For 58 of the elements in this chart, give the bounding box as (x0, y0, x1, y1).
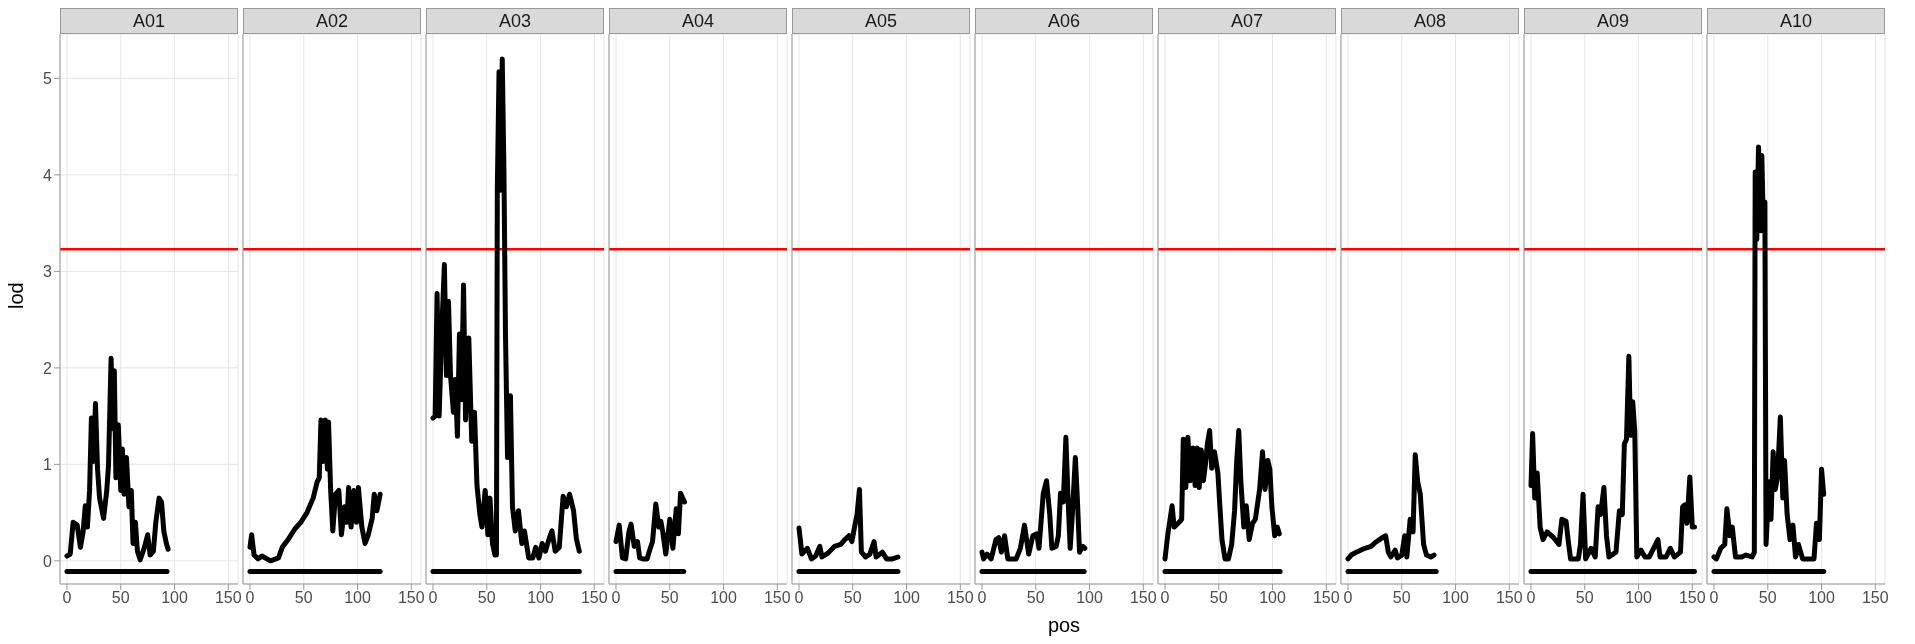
y-tick-label: 0 (43, 552, 53, 570)
chart-title: A03 (426, 8, 604, 34)
x-tick-label: 0 (794, 589, 804, 607)
x-tick-label: 100 (893, 589, 920, 607)
x-tick-label: 0 (245, 589, 255, 607)
x-tick-label: 150 (1312, 589, 1340, 607)
x-tick-label: 0 (1526, 589, 1536, 607)
x-tick-label: 0 (611, 589, 621, 607)
x-tick-label: 50 (477, 589, 496, 607)
x-tick-label: 100 (344, 589, 371, 607)
x-tick-label: 0 (62, 589, 72, 607)
x-tick-label: 50 (1209, 589, 1228, 607)
x-tick-label: 100 (710, 589, 737, 607)
x-tick-label: 100 (161, 589, 188, 607)
x-tick-label: 50 (1392, 589, 1411, 607)
x-tick-label: 0 (1160, 589, 1170, 607)
x-tick-label: 100 (527, 589, 554, 607)
x-tick-label: 100 (1076, 589, 1103, 607)
x-tick-label: 100 (1808, 589, 1835, 607)
x-tick-label: 50 (294, 589, 313, 607)
x-tick-label: 150 (763, 589, 791, 607)
chart-title: A10 (1707, 8, 1885, 34)
x-tick-label: 0 (1709, 589, 1719, 607)
chart-title: A05 (792, 8, 970, 34)
x-tick-label: 50 (1758, 589, 1777, 607)
x-tick-label: 0 (428, 589, 438, 607)
chart-title: A06 (975, 8, 1153, 34)
x-tick-label: 50 (843, 589, 862, 607)
x-tick-label: 150 (397, 589, 425, 607)
x-tick-label: 100 (1625, 589, 1652, 607)
x-tick-label: 150 (1495, 589, 1523, 607)
y-tick-label: 4 (43, 166, 53, 184)
x-tick-label: 100 (1442, 589, 1469, 607)
x-tick-label: 0 (1343, 589, 1353, 607)
x-tick-label: 150 (946, 589, 974, 607)
y-tick-label: 3 (43, 263, 53, 281)
chart-title: A04 (609, 8, 787, 34)
y-tick-label: 5 (43, 70, 53, 88)
x-tick-label: 50 (111, 589, 130, 607)
x-tick-label: 0 (977, 589, 987, 607)
y-tick-label: 1 (43, 456, 53, 474)
x-tick-label: 50 (660, 589, 679, 607)
chart-title: A08 (1341, 8, 1519, 34)
x-tick-label: 50 (1575, 589, 1594, 607)
x-tick-label: 150 (1861, 589, 1889, 607)
y-tick-label: 2 (43, 359, 53, 377)
chart-title: A09 (1524, 8, 1702, 34)
x-tick-label: 50 (1026, 589, 1045, 607)
chart-title: A01 (60, 8, 238, 34)
y-axis-title: lod (5, 282, 28, 309)
x-tick-label: 150 (1129, 589, 1157, 607)
chart-title: A02 (243, 8, 421, 34)
x-tick-label: 150 (580, 589, 608, 607)
x-tick-label: 150 (1678, 589, 1706, 607)
x-tick-label: 150 (214, 589, 242, 607)
x-axis-title: pos (1046, 614, 1082, 636)
chart-title: A07 (1158, 8, 1336, 34)
x-tick-label: 100 (1259, 589, 1286, 607)
